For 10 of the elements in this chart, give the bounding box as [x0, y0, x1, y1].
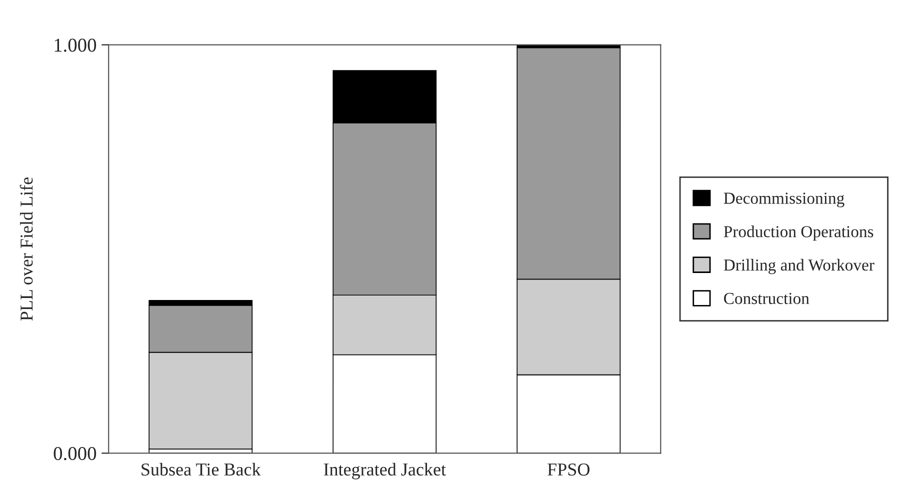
- y-tick-label: 0.000: [54, 446, 96, 460]
- x-tick-label: Integrated Jacket: [324, 462, 446, 480]
- y-axis-title: PLL over Field Life: [20, 178, 33, 321]
- x-tick-label: Subsea Tie Back: [142, 462, 261, 476]
- y-tick-label: 1.000: [54, 38, 96, 52]
- legend-label: Drilling and Workover: [724, 258, 874, 274]
- legend-label: Production Operations: [724, 226, 874, 241]
- legend-label: Decommissioning: [724, 192, 844, 208]
- legend-label: Construction: [724, 292, 810, 304]
- x-tick-label: FPSO: [548, 463, 590, 476]
